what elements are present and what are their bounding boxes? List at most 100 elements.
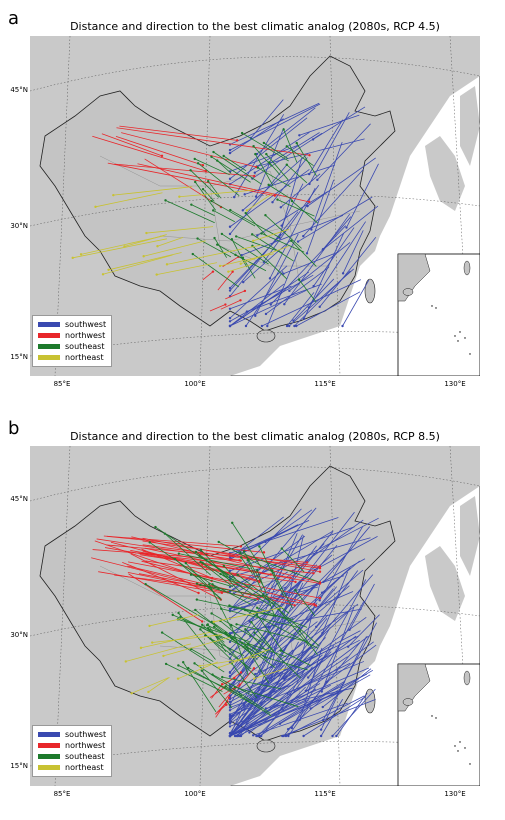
analog-arrow-head	[260, 232, 263, 235]
legend-label: northeast	[65, 353, 104, 362]
analog-arrow-head	[319, 728, 323, 731]
analog-arrow	[321, 571, 348, 634]
analog-arrow-head	[194, 180, 197, 184]
analog-arrow-head	[194, 608, 197, 612]
analog-arrow	[80, 235, 165, 255]
analog-arrow	[260, 582, 304, 672]
analog-arrow	[202, 562, 272, 607]
analog-arrow-head	[264, 655, 267, 659]
analog-arrow	[284, 213, 351, 305]
legend-swatch-northeast	[38, 765, 60, 770]
analog-arrow	[265, 266, 330, 315]
analog-arrow	[266, 153, 289, 181]
inset-hainan	[402, 698, 414, 706]
analog-arrow	[229, 537, 371, 578]
analog-arrow	[212, 674, 253, 696]
analog-arrow-head	[228, 151, 232, 155]
analog-arrow-head	[282, 272, 285, 275]
analog-arrow	[243, 551, 265, 588]
analog-arrow	[254, 632, 301, 679]
analog-arrow-head	[130, 692, 133, 695]
analog-arrow-head	[243, 289, 247, 293]
panel-b-lon-115: 115°E	[314, 790, 336, 798]
analog-arrow	[229, 667, 370, 727]
panel-b-legend: southwest northwest southeast northeast	[32, 725, 113, 777]
analog-arrow-head	[189, 169, 192, 172]
analog-arrow	[218, 648, 270, 668]
japan-land	[460, 86, 480, 166]
analog-arrow	[229, 103, 321, 151]
analog-arrow	[113, 186, 193, 196]
analog-arrow-head	[254, 672, 257, 676]
analog-arrow-head	[265, 152, 268, 156]
analog-arrow-head	[318, 582, 322, 585]
analog-arrow	[236, 236, 283, 253]
analog-arrow	[194, 663, 271, 714]
analog-arrow-head	[250, 621, 253, 624]
analog-arrow-head	[308, 154, 311, 157]
analog-arrow	[269, 187, 316, 279]
analog-arrow-head	[248, 731, 251, 734]
analog-arrow-head	[228, 706, 232, 709]
analog-arrow	[319, 237, 377, 308]
panel-a-lon-100: 100°E	[184, 380, 206, 388]
analog-arrow	[313, 227, 355, 287]
analog-arrow-head	[240, 641, 243, 644]
analog-arrow-head	[199, 628, 202, 631]
analog-arrow	[253, 228, 290, 242]
inset-islands	[431, 715, 471, 765]
analog-arrow	[283, 129, 298, 163]
japan-land	[460, 496, 480, 576]
analog-arrow-head	[196, 162, 200, 165]
analog-arrow-head	[173, 557, 177, 561]
analog-arrow	[281, 548, 305, 573]
analog-arrow-head	[190, 203, 193, 206]
panel-b-lon-85: 85°E	[53, 790, 71, 798]
legend-item: southwest	[38, 319, 106, 330]
analog-arrow-head	[206, 623, 210, 626]
analog-arrow	[200, 561, 234, 588]
analog-arrow	[122, 561, 199, 594]
analog-arrow-head	[253, 677, 256, 680]
analog-arrow	[265, 656, 308, 671]
analog-arrow-head	[228, 320, 232, 323]
analog-arrow-head	[302, 734, 305, 738]
legend-label: southwest	[65, 730, 107, 739]
analog-arrow	[131, 677, 169, 694]
analog-arrows	[71, 99, 379, 328]
analog-arrow-head	[308, 200, 311, 204]
analog-arrow-head	[210, 199, 213, 203]
panel-a-legend: southwest northwest southeast northeast	[32, 315, 113, 367]
analog-arrow-head	[156, 245, 159, 248]
analog-arrow-head	[222, 154, 225, 158]
analog-arrow	[199, 656, 260, 667]
analog-arrow	[299, 114, 360, 136]
analog-arrow	[237, 673, 368, 737]
analog-arrow	[229, 665, 284, 737]
analog-arrow-head	[227, 270, 230, 273]
analog-arrow-head	[267, 183, 270, 187]
analog-arrow-head	[228, 607, 232, 611]
analog-arrow-head	[320, 591, 324, 594]
analog-arrow	[320, 698, 344, 737]
analog-arrow	[342, 279, 370, 327]
analog-arrow	[190, 574, 232, 587]
analog-arrow	[152, 634, 223, 643]
analog-arrow	[231, 663, 258, 699]
analog-arrow	[278, 608, 310, 647]
analog-arrow-head	[164, 662, 168, 666]
analog-arrow-head	[258, 580, 261, 584]
analog-arrow-head	[231, 521, 234, 525]
analog-arrow-head	[222, 564, 226, 568]
analog-arrow-head	[241, 209, 244, 212]
analog-arrow-head	[279, 206, 283, 209]
analog-arrow	[237, 574, 290, 614]
legend-label: northwest	[65, 741, 106, 750]
analog-arrow	[291, 200, 318, 224]
analog-arrow-head	[239, 551, 242, 554]
legend-label: southeast	[65, 342, 105, 351]
analog-arrow	[247, 559, 263, 592]
analog-arrow-head	[236, 139, 239, 142]
analog-arrow	[142, 544, 321, 569]
analog-arrow-head	[219, 572, 222, 576]
